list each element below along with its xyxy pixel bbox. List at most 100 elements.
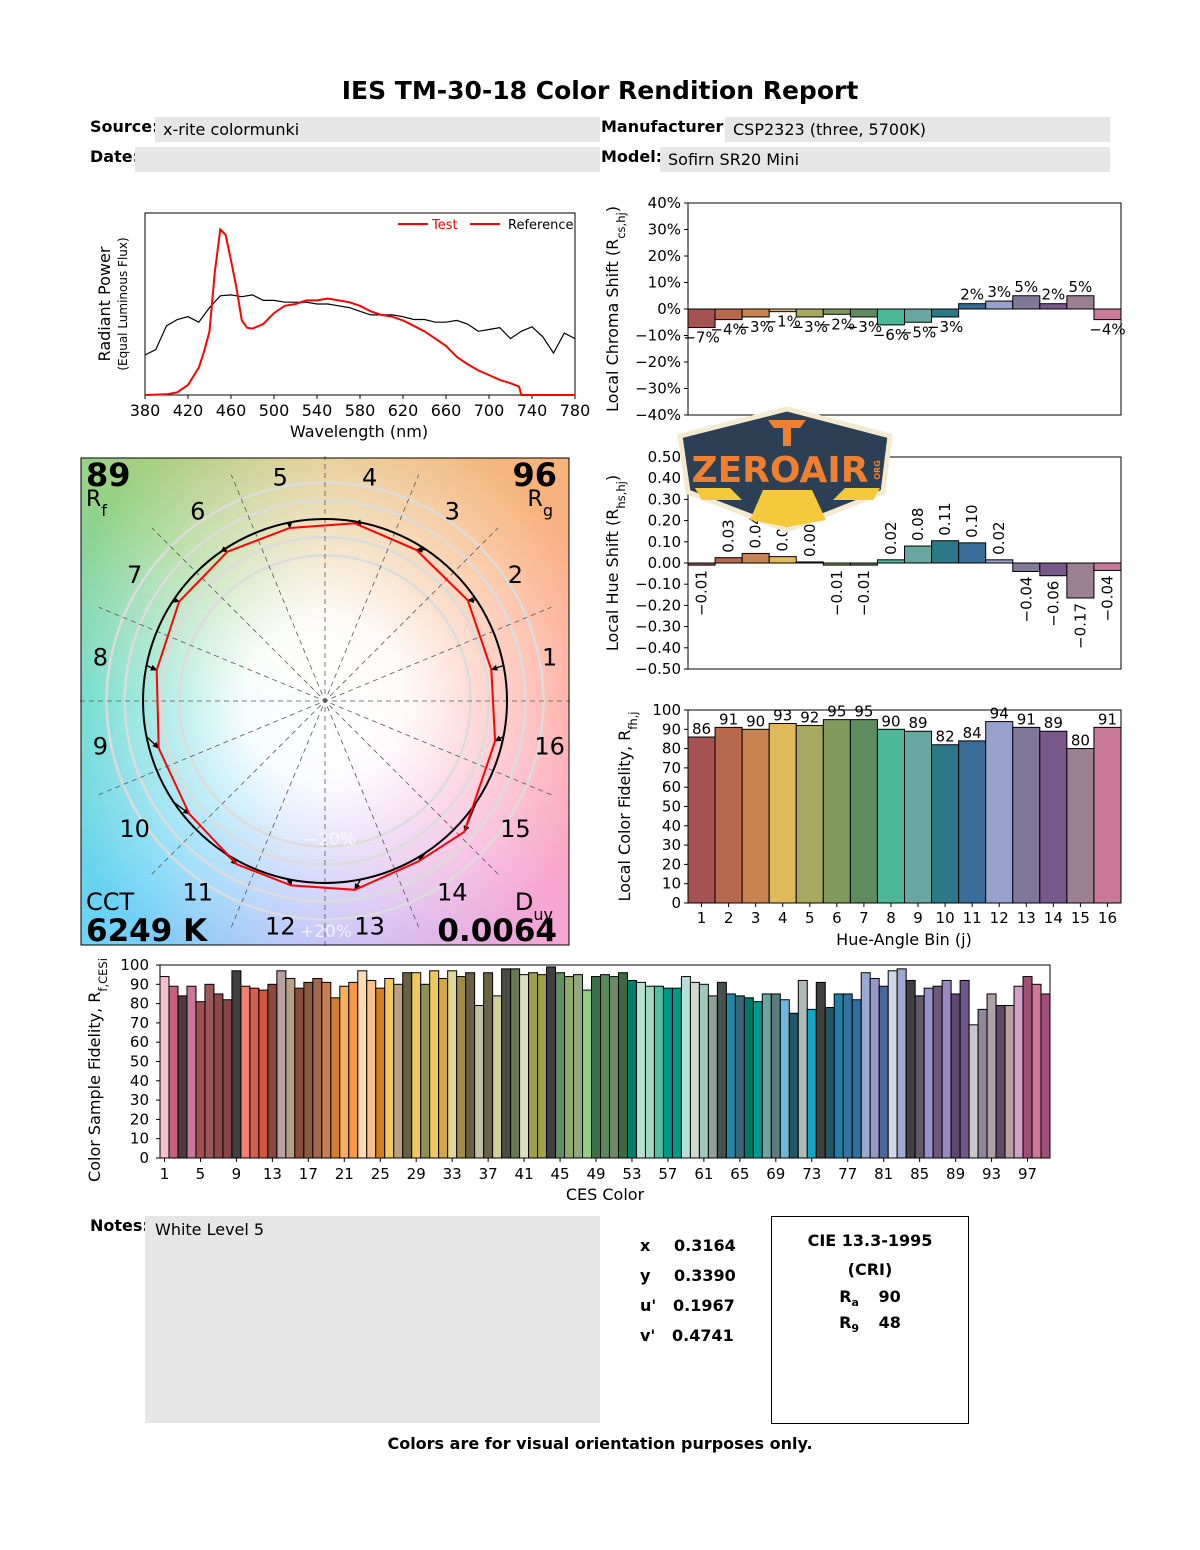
x-tick-label: 97 bbox=[1018, 1165, 1037, 1183]
y-tick-label: 30 bbox=[130, 1091, 149, 1109]
x-axis-label: Wavelength (nm) bbox=[290, 422, 428, 441]
cri-r9-sub: 9 bbox=[851, 1322, 860, 1336]
bar-value-label: 0.03 bbox=[720, 519, 738, 552]
bar-value-label: 0.02 bbox=[882, 521, 900, 554]
bar-bin-10 bbox=[931, 540, 960, 564]
logo-top-icon bbox=[768, 420, 806, 428]
bar-value-label: 0.08 bbox=[909, 508, 927, 541]
bar-value-label: −5% bbox=[900, 323, 936, 341]
x-tick-label: 540 bbox=[302, 401, 333, 420]
bar-value-label: 92 bbox=[800, 708, 819, 726]
x-tick-label: 620 bbox=[388, 401, 419, 420]
x-tick-label: 53 bbox=[622, 1165, 641, 1183]
y-tick-label: −10% bbox=[635, 327, 681, 345]
bar-value-label: 91 bbox=[719, 710, 738, 728]
y-tick-label: 70 bbox=[662, 759, 681, 777]
x-tick-label: 89 bbox=[946, 1165, 965, 1183]
bar-bin-11 bbox=[958, 303, 987, 310]
ces-bar-32 bbox=[438, 978, 449, 1159]
ces-bar-62 bbox=[707, 995, 718, 1159]
ces-bar-77 bbox=[842, 993, 853, 1159]
bar-value-label: −1% bbox=[765, 313, 801, 331]
ces-bar-17 bbox=[303, 981, 314, 1159]
bin-number-label: 1 bbox=[542, 643, 557, 671]
bin-number-label: 14 bbox=[437, 878, 468, 906]
bar-bin-4 bbox=[768, 556, 797, 564]
ces-bar-64 bbox=[725, 993, 736, 1159]
bar-value-label: −0.01 bbox=[855, 570, 873, 616]
ces-bar-65 bbox=[734, 995, 745, 1159]
y-axis-label-main: Local Color Fidelity, R bbox=[615, 730, 634, 902]
ces-bar-79 bbox=[860, 972, 871, 1159]
bin-number-label: 5 bbox=[273, 463, 288, 491]
y-tick-label: 80 bbox=[662, 740, 681, 758]
y-tick-label: 70 bbox=[130, 1014, 149, 1032]
legend-reference-label: Reference bbox=[508, 218, 573, 233]
bar-value-label: 94 bbox=[990, 705, 1009, 723]
plot-frame bbox=[687, 456, 1122, 670]
bar-bin-16 bbox=[1093, 562, 1122, 571]
ces-bar-94 bbox=[995, 1005, 1006, 1159]
x-tick-label: 740 bbox=[517, 401, 548, 420]
bar-bin-10 bbox=[931, 744, 960, 904]
shift-arrow-bin-13 bbox=[354, 879, 362, 891]
bin-number-label: 11 bbox=[183, 878, 214, 906]
shift-arrow-bin-16 bbox=[494, 735, 504, 742]
x-tick-label: 8 bbox=[886, 909, 896, 927]
x-tick-label: 460 bbox=[216, 401, 247, 420]
bar-value-label: 80 bbox=[1071, 732, 1090, 750]
x-tick-label: 700 bbox=[474, 401, 505, 420]
bar-value-label: 0.00 bbox=[801, 524, 819, 557]
x-tick-label: 61 bbox=[694, 1165, 713, 1183]
cct-label: CCT bbox=[86, 888, 135, 916]
y-tick-label: −0.40 bbox=[635, 639, 681, 657]
bar-bin-13 bbox=[1012, 562, 1041, 572]
model-label: Model: bbox=[601, 147, 663, 166]
ces-bar-69 bbox=[770, 993, 781, 1159]
bar-bin-12 bbox=[985, 300, 1014, 310]
ces-bar-78 bbox=[851, 999, 862, 1159]
logo-top-icon-stem bbox=[783, 428, 791, 446]
coord-u-value: 0.1967 bbox=[673, 1296, 735, 1315]
bin-number-label: 6 bbox=[190, 498, 205, 526]
ces-bar-88 bbox=[941, 979, 952, 1159]
ces-bar-58 bbox=[671, 987, 682, 1159]
y-tick-label: 50 bbox=[130, 1053, 149, 1071]
bar-bin-6 bbox=[822, 308, 851, 315]
y-tick-label: 100 bbox=[120, 956, 149, 974]
duv-value: 0.0064 bbox=[437, 913, 557, 949]
bar-value-label: −0.01 bbox=[693, 570, 711, 616]
ces-bar-45 bbox=[555, 972, 566, 1159]
x-tick-label: 65 bbox=[730, 1165, 749, 1183]
x-tick-label: 10 bbox=[936, 909, 955, 927]
chroma-shift-chart: 40%30%20%10%0%−10%−20%−30%−40%−7%−4%−3%−… bbox=[603, 194, 1126, 424]
ces-bar-51 bbox=[608, 976, 619, 1159]
ces-bar-6 bbox=[204, 983, 215, 1159]
coord-y-value: 0.3390 bbox=[674, 1266, 736, 1285]
bar-bin-5 bbox=[795, 724, 824, 904]
logo-text: ZEROAIR bbox=[691, 450, 868, 491]
cri-title: CIE 13.3-1995 bbox=[807, 1231, 933, 1250]
y-tick-label: −30% bbox=[635, 380, 681, 398]
y-tick-label: 0.00 bbox=[648, 554, 681, 572]
bar-value-label: 0.11 bbox=[936, 502, 954, 535]
ces-bar-31 bbox=[429, 970, 440, 1159]
notes-label: Notes: bbox=[90, 1216, 149, 1235]
ces-bar-34 bbox=[456, 976, 467, 1159]
ces-bar-20 bbox=[330, 997, 341, 1159]
ces-bar-8 bbox=[222, 999, 233, 1159]
ces-bar-59 bbox=[680, 976, 691, 1159]
rg-label: Rg bbox=[528, 487, 553, 520]
bar-value-label: 0.10 bbox=[963, 504, 981, 537]
y-axis-label-sub: cs,hj bbox=[614, 212, 628, 239]
ces-bar-95 bbox=[1004, 1005, 1015, 1159]
bar-value-label: 0.02 bbox=[990, 521, 1008, 554]
y-tick-label: 100 bbox=[652, 701, 681, 719]
y-tick-label: 10 bbox=[662, 875, 681, 893]
bar-value-label: 90 bbox=[746, 712, 765, 730]
ces-bar-11 bbox=[249, 987, 260, 1159]
bar-value-label: −7% bbox=[683, 329, 719, 347]
y-axis-label-end: ) bbox=[603, 475, 622, 481]
